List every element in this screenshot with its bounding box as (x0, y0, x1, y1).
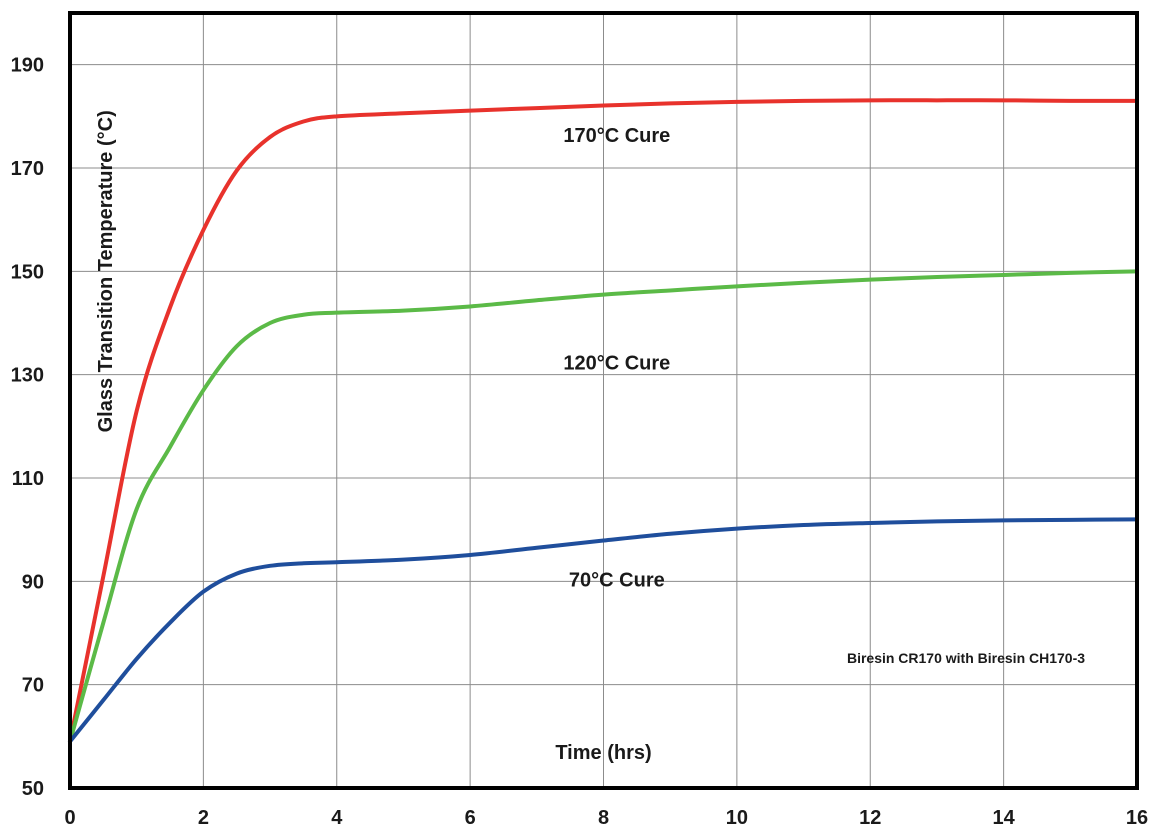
y-tick-label: 170 (11, 158, 44, 180)
x-tick-label: 16 (1126, 807, 1148, 829)
series-line-170-c-cure (68, 98, 1139, 744)
y-tick-label: 110 (12, 468, 44, 490)
series-label: 120°C Cure (563, 353, 670, 375)
x-axis-ticks: 0 2 4 6 8 10 12 14 16 (64, 807, 1148, 829)
x-tick-label: 8 (598, 807, 609, 829)
x-tick-label: 12 (859, 807, 881, 829)
y-tick-label: 150 (11, 261, 44, 283)
y-tick-label: 190 (11, 55, 44, 77)
series-group (68, 98, 1139, 744)
series-labels: 170°C Cure 120°C Cure 70°C Cure (563, 125, 670, 591)
y-tick-label: 50 (22, 778, 44, 800)
x-tick-label: 14 (993, 807, 1016, 829)
y-axis-ticks: 50 70 90 110 130 150 170 190 (11, 55, 44, 800)
series-label: 70°C Cure (569, 570, 665, 592)
series-line-120-c-cure (68, 269, 1139, 744)
x-tick-label: 4 (331, 807, 343, 829)
x-tick-label: 6 (465, 807, 476, 829)
series-line-70-c-cure (68, 517, 1139, 744)
plot-border (68, 11, 1139, 790)
y-axis-label: Glass Transition Temperature (°C) (95, 110, 117, 432)
chart-note: Biresin CR170 with Biresin CH170-3 (847, 650, 1085, 666)
y-tick-label: 70 (22, 675, 44, 697)
x-tick-label: 2 (198, 807, 209, 829)
x-tick-label: 10 (726, 807, 748, 829)
x-axis-label: Time (hrs) (555, 742, 651, 764)
x-tick-label: 0 (64, 807, 75, 829)
y-tick-label: 90 (22, 571, 44, 593)
y-tick-label: 130 (11, 365, 44, 387)
series-label: 170°C Cure (563, 125, 670, 147)
